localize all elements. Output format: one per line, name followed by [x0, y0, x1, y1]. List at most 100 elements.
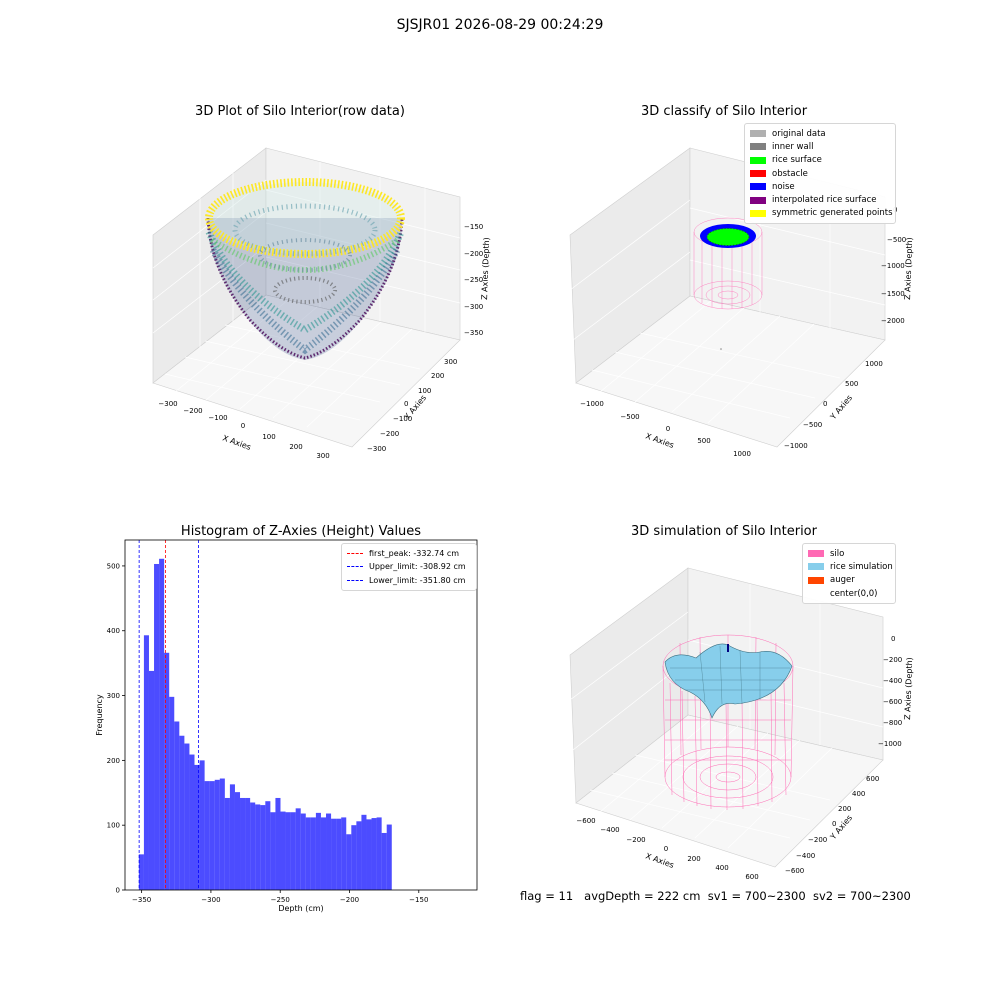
flag-value: flag = 11	[520, 889, 574, 903]
legend-swatch	[750, 143, 766, 151]
histogram-bar	[209, 781, 215, 890]
raw-x-tick: 0	[241, 422, 245, 430]
figure-suptitle: SJSJR01 2026-08-29 00:24:29	[396, 17, 604, 33]
histogram-bar	[148, 670, 155, 890]
simulation-z-tick: −1000	[878, 740, 902, 748]
classify-z-label: Z Axies (Depth)	[903, 237, 914, 300]
histogram-bar	[386, 824, 392, 890]
histogram-bar	[310, 817, 316, 890]
classify-plot-title: 3D classify of Silo Interior	[640, 104, 808, 119]
histogram-bar	[270, 812, 276, 890]
raw-y-tick: −300	[367, 445, 386, 453]
histogram-bar	[265, 801, 271, 890]
histogram-bar	[255, 804, 261, 890]
histogram-bar	[159, 558, 165, 890]
histogram-axes-frame	[124, 539, 478, 891]
histogram-bar	[234, 792, 241, 890]
classify-z-tick: −500	[887, 236, 906, 244]
legend-label: Lower_limit: -351.80 cm	[369, 575, 466, 585]
histogram-bar	[143, 635, 149, 890]
legend-swatch	[750, 130, 766, 138]
raw-x-tick: −100	[208, 414, 227, 422]
histogram-x-tick-label: −350	[132, 896, 151, 904]
classify-y-tick: −1000	[784, 442, 808, 450]
raw-x-tick: 300	[316, 452, 329, 460]
histogram-bar	[199, 760, 205, 890]
histogram-bar	[371, 818, 377, 890]
histogram-y-tick-label: 500	[107, 562, 120, 570]
legend-swatch	[750, 209, 766, 217]
histogram-bar	[315, 812, 321, 890]
histogram-chart: −350 −300 −250 −200 −150 0 100 200 300 400 500 De…	[95, 539, 478, 913]
raw-y-tick: 100	[418, 387, 431, 395]
simulation-y-tick: −400	[796, 852, 815, 860]
legend-swatch	[347, 553, 363, 555]
histogram-bar	[164, 652, 170, 890]
sv2-value: sv2 = 700~2300	[812, 889, 911, 903]
legend-swatch	[808, 550, 824, 558]
raw-z-tick: −200	[464, 250, 483, 258]
histogram-bar	[280, 811, 286, 890]
legend-item-lower-limit: Lower_limit: -351.80 cm	[347, 574, 471, 587]
raw-x-tick: −300	[158, 400, 177, 408]
legend-swatch	[347, 579, 363, 581]
simulation-z-tick: −800	[883, 719, 902, 727]
histogram-bar	[189, 754, 195, 890]
histogram-bar	[295, 808, 301, 890]
legend-item-silo: silo	[808, 547, 890, 560]
histogram-bar	[376, 817, 382, 890]
raw-z-tick: −300	[464, 303, 483, 311]
raw-pane-floor	[152, 294, 461, 448]
simulation-z-tick: −200	[883, 656, 902, 664]
histogram-bar	[351, 825, 357, 890]
raw-3d-plot: −300 −200 −100 0 100 200 300 −300 −200 −…	[152, 147, 491, 460]
sv1-value: sv1 = 700~2300	[707, 889, 806, 903]
classify-y-tick: 0	[823, 400, 827, 408]
histogram-bar	[184, 743, 190, 890]
legend-item-interpolated-rice-surface: interpolated rice surface	[750, 193, 890, 206]
histogram-bar	[194, 764, 200, 890]
histogram-bar	[245, 797, 251, 890]
histogram-y-tick-label: 100	[107, 822, 120, 830]
legend-swatch	[750, 156, 766, 164]
histogram-bar	[331, 818, 337, 890]
raw-z-tick: −250	[464, 276, 483, 284]
histogram-bar	[179, 735, 185, 890]
legend-item-inner-wall: inner wall	[750, 140, 890, 153]
raw-plot-title: 3D Plot of Silo Interior(row data)	[195, 104, 405, 119]
histogram-y-tick-label: 200	[107, 757, 120, 765]
raw-y-tick: 300	[444, 358, 457, 366]
classify-x-tick: 0	[666, 425, 670, 433]
histogram-x-tick-label: −250	[271, 896, 290, 904]
histogram-x-label: Depth (cm)	[278, 904, 323, 913]
legend-swatch	[808, 590, 824, 597]
histogram-bar	[250, 802, 256, 890]
legend-swatch	[750, 196, 766, 204]
raw-z-label: Z Axies (Depth)	[480, 237, 491, 300]
simulation-legend: silo rice simulation auger center(0,0)	[802, 543, 896, 605]
histogram-bar	[300, 813, 306, 890]
histogram-bar	[320, 817, 327, 890]
classify-y-tick: 1000	[865, 360, 883, 368]
raw-x-tick: 200	[289, 443, 302, 451]
raw-point-cloud	[205, 178, 405, 360]
legend-label: original data	[772, 128, 826, 139]
histogram-bar	[204, 781, 210, 890]
legend-label: obstacle	[772, 168, 808, 179]
legend-swatch	[750, 170, 766, 178]
classify-z-tick: −1500	[881, 290, 905, 298]
avg-depth-value: avgDepth = 222 cm	[584, 889, 701, 903]
classify-x-label: X Axies	[644, 431, 675, 450]
simulation-plot-title: 3D simulation of Silo Interior	[631, 524, 817, 539]
legend-item-original-data: original data	[750, 127, 890, 140]
simulation-y-tick: −600	[785, 867, 804, 875]
histogram-bar	[356, 821, 362, 890]
histogram-x-tick-label: −300	[201, 896, 220, 904]
histogram-y-label: Frequency	[95, 694, 104, 736]
histogram-bar	[275, 797, 281, 890]
raw-z-tick: −150	[464, 223, 483, 231]
histogram-bar	[361, 814, 367, 890]
raw-bowl-rim	[205, 178, 405, 258]
legend-label: first_peak: -332.74 cm	[369, 549, 460, 559]
legend-label: rice simulation	[830, 561, 893, 572]
